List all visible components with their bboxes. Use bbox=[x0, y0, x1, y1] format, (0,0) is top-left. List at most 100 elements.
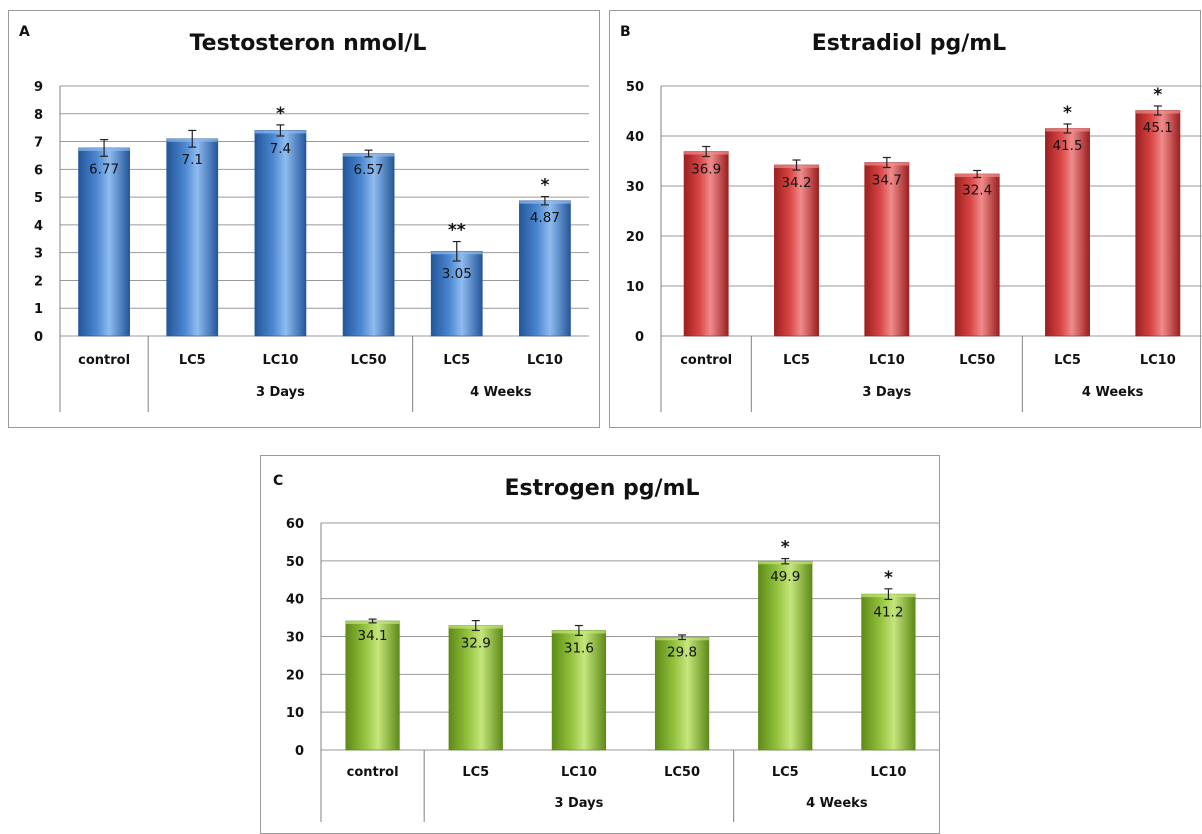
significance-mark: * bbox=[540, 176, 549, 196]
chart-panel-b: B Estradiol pg/mL 0 10 20 30 40 50 36.9 control 34… bbox=[609, 10, 1202, 428]
group-label: 4 Weeks bbox=[806, 796, 868, 811]
bar bbox=[683, 151, 729, 337]
y-tick-label: 5 bbox=[34, 191, 43, 206]
bar bbox=[519, 200, 571, 337]
chart-title: Estrogen pg/mL bbox=[504, 476, 699, 501]
y-tick-label: 8 bbox=[34, 108, 43, 123]
bar bbox=[1135, 110, 1181, 337]
category-label: LC5 bbox=[443, 353, 470, 368]
y-tick-label: 10 bbox=[286, 706, 304, 721]
category-label: control bbox=[680, 353, 732, 368]
category-label: LC5 bbox=[783, 353, 810, 368]
group-label: 4 Weeks bbox=[470, 385, 532, 400]
y-tick-label: 7 bbox=[34, 136, 43, 151]
bar bbox=[430, 250, 483, 337]
category-label: LC10 bbox=[869, 353, 905, 368]
chart-title: Estradiol pg/mL bbox=[812, 31, 1006, 56]
data-label: 29.8 bbox=[667, 645, 697, 661]
chart-panel-a: A Testosteron nmol/L 0 1 2 3 4 5 6 7 8 9 6.77 control… bbox=[8, 10, 600, 428]
category-label: control bbox=[78, 353, 130, 368]
data-label: 4.87 bbox=[530, 210, 560, 226]
category-label: LC10 bbox=[870, 765, 906, 780]
data-label: 6.77 bbox=[89, 161, 119, 177]
group-label: 4 Weeks bbox=[1082, 385, 1144, 400]
panel-label: C bbox=[273, 473, 283, 489]
y-tick-label: 1 bbox=[34, 302, 43, 317]
y-tick-label: 20 bbox=[626, 230, 644, 245]
data-label: 32.4 bbox=[962, 183, 992, 199]
significance-mark: * bbox=[884, 568, 893, 588]
bar bbox=[166, 138, 219, 337]
significance-mark: * bbox=[781, 538, 790, 558]
data-label: 36.9 bbox=[691, 162, 721, 178]
group-label: 3 Days bbox=[862, 385, 911, 400]
data-label: 49.9 bbox=[770, 569, 800, 585]
bar bbox=[342, 153, 395, 337]
category-label: LC5 bbox=[772, 765, 799, 780]
bar bbox=[774, 164, 819, 337]
y-tick-label: 0 bbox=[34, 330, 43, 345]
data-label: 34.2 bbox=[781, 175, 811, 191]
category-label: control bbox=[347, 765, 399, 780]
bar bbox=[861, 593, 916, 751]
bar bbox=[864, 162, 910, 337]
category-label: LC5 bbox=[179, 353, 206, 368]
y-tick-label: 20 bbox=[286, 668, 304, 683]
y-tick-label: 6 bbox=[34, 163, 43, 178]
category-label: LC50 bbox=[959, 353, 995, 368]
y-tick-label: 60 bbox=[286, 517, 304, 532]
category-label: LC10 bbox=[1140, 353, 1176, 368]
bar bbox=[345, 620, 400, 751]
panel-label: B bbox=[620, 24, 631, 40]
data-label: 32.9 bbox=[461, 635, 491, 651]
data-label: 45.1 bbox=[1143, 120, 1173, 136]
group-label: 3 Days bbox=[256, 385, 305, 400]
data-label: 6.57 bbox=[354, 162, 384, 178]
panel-label: A bbox=[19, 24, 30, 40]
estrogen-chart: C Estrogen pg/mL 0 10 20 30 40 50 60 34.1 control 3… bbox=[260, 455, 940, 834]
y-tick-label: 40 bbox=[626, 130, 644, 145]
significance-mark: ** bbox=[448, 221, 466, 241]
significance-mark: * bbox=[276, 104, 285, 124]
bar bbox=[1045, 128, 1090, 337]
significance-mark: * bbox=[1063, 103, 1072, 123]
category-label: LC10 bbox=[262, 353, 298, 368]
y-tick-label: 0 bbox=[295, 744, 304, 759]
bar bbox=[758, 560, 813, 751]
y-tick-label: 50 bbox=[626, 80, 644, 95]
data-label: 41.2 bbox=[873, 604, 903, 620]
y-tick-label: 0 bbox=[635, 330, 644, 345]
y-tick-label: 30 bbox=[626, 180, 644, 195]
y-tick-label: 40 bbox=[286, 593, 304, 608]
data-label: 31.6 bbox=[564, 640, 594, 656]
y-tick-label: 50 bbox=[286, 555, 304, 570]
y-tick-label: 10 bbox=[626, 280, 644, 295]
bar bbox=[954, 173, 1000, 337]
data-label: 7.4 bbox=[270, 141, 291, 157]
category-label: LC5 bbox=[1054, 353, 1081, 368]
y-tick-label: 2 bbox=[34, 274, 43, 289]
estradiol-chart: B Estradiol pg/mL 0 10 20 30 40 50 36.9 control 34… bbox=[609, 10, 1202, 428]
y-tick-label: 9 bbox=[34, 80, 43, 95]
data-label: 34.1 bbox=[358, 628, 388, 644]
significance-mark: * bbox=[1153, 85, 1162, 105]
data-label: 34.7 bbox=[872, 173, 902, 189]
category-label: LC50 bbox=[351, 353, 387, 368]
category-label: LC5 bbox=[462, 765, 489, 780]
category-label: LC50 bbox=[664, 765, 700, 780]
category-label: LC10 bbox=[527, 353, 563, 368]
y-tick-label: 4 bbox=[34, 219, 43, 234]
y-tick-label: 3 bbox=[34, 247, 43, 262]
group-label: 3 Days bbox=[554, 796, 603, 811]
bar bbox=[78, 147, 130, 337]
chart-panel-c: C Estrogen pg/mL 0 10 20 30 40 50 60 34.1 control 3… bbox=[260, 455, 940, 834]
chart-title: Testosteron nmol/L bbox=[190, 31, 427, 56]
y-tick-label: 30 bbox=[286, 631, 304, 646]
bar bbox=[551, 630, 607, 751]
bar bbox=[254, 130, 307, 337]
data-label: 41.5 bbox=[1052, 138, 1082, 154]
bar bbox=[448, 625, 503, 751]
testosterone-chart: A Testosteron nmol/L 0 1 2 3 4 5 6 7 8 9 6.77 control… bbox=[8, 10, 600, 428]
category-label: LC10 bbox=[561, 765, 597, 780]
data-label: 7.1 bbox=[182, 152, 203, 168]
